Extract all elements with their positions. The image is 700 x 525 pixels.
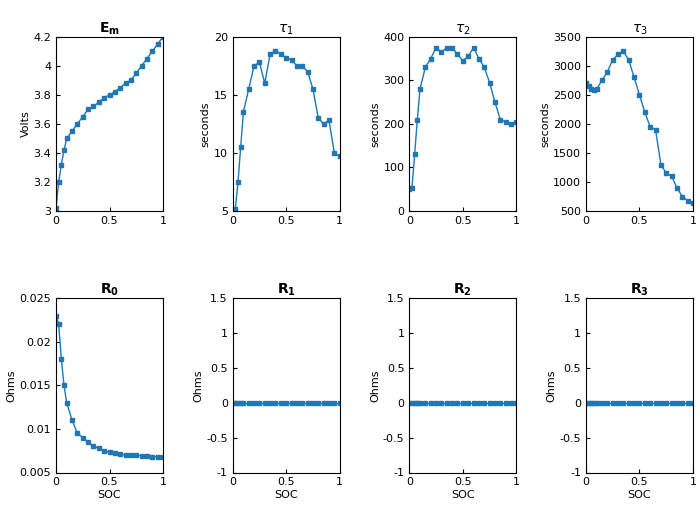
Y-axis label: Volts: Volts — [20, 111, 31, 137]
Y-axis label: seconds: seconds — [540, 101, 550, 146]
X-axis label: SOC: SOC — [98, 490, 121, 500]
Title: $\mathbf{E_m}$: $\mathbf{E_m}$ — [99, 20, 120, 37]
X-axis label: SOC: SOC — [628, 490, 651, 500]
Title: $\mathbf{R_1}$: $\mathbf{R_1}$ — [276, 282, 295, 298]
Title: $\mathit{\tau}_3$: $\mathit{\tau}_3$ — [631, 23, 648, 37]
Title: $\mathbf{R_3}$: $\mathbf{R_3}$ — [630, 282, 649, 298]
Y-axis label: seconds: seconds — [370, 101, 381, 146]
X-axis label: SOC: SOC — [451, 490, 475, 500]
Title: $\mathbf{R_2}$: $\mathbf{R_2}$ — [454, 282, 473, 298]
Y-axis label: Ohms: Ohms — [547, 369, 556, 402]
Y-axis label: Ohms: Ohms — [370, 369, 380, 402]
Title: $\mathbf{R_0}$: $\mathbf{R_0}$ — [100, 282, 119, 298]
Y-axis label: seconds: seconds — [201, 101, 211, 146]
Y-axis label: Ohms: Ohms — [6, 369, 17, 402]
Y-axis label: Ohms: Ohms — [193, 369, 204, 402]
Title: $\mathit{\tau}_1$: $\mathit{\tau}_1$ — [279, 23, 294, 37]
X-axis label: SOC: SOC — [274, 490, 298, 500]
Title: $\mathit{\tau}_2$: $\mathit{\tau}_2$ — [455, 23, 470, 37]
